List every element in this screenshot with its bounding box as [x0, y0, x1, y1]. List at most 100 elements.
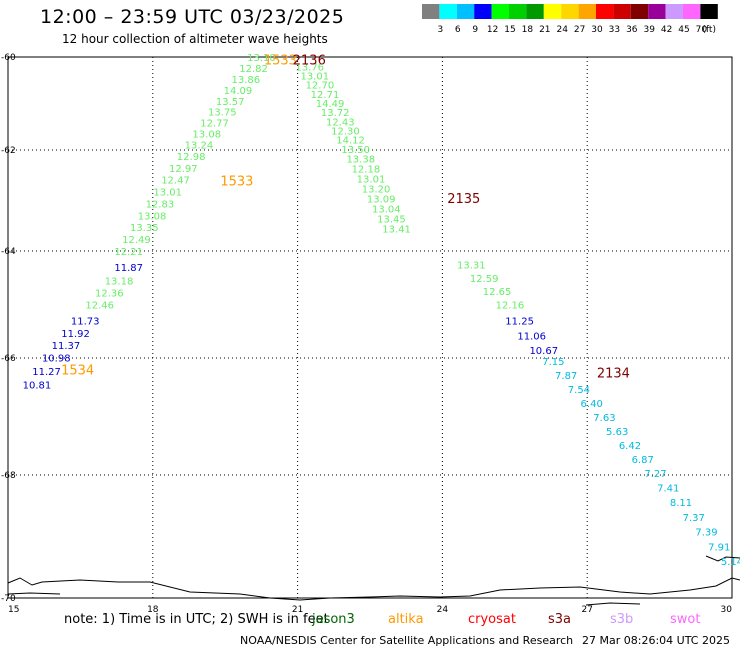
mission-jason3: jason3 — [312, 612, 355, 627]
swh-value: 12.83 — [146, 199, 175, 210]
x-tick-label: 21 — [292, 605, 303, 612]
legend-swatch — [474, 4, 492, 19]
legend-label: 39 — [643, 25, 655, 35]
swh-value: 8.11 — [670, 498, 692, 509]
swh-value: 14.09 — [224, 86, 253, 97]
swh-value: 13.01 — [153, 188, 182, 199]
swh-value: 7.87 — [555, 371, 577, 382]
coastline-path — [585, 602, 641, 606]
swh-value: 7.15 — [542, 357, 564, 368]
swh-value: 12.21 — [114, 247, 143, 258]
x-tick-label: 15 — [8, 605, 19, 612]
x-tick-label: 24 — [437, 605, 449, 612]
swh-value: 5.63 — [606, 427, 628, 438]
swh-value: 12.98 — [177, 152, 206, 163]
legend-swatch — [700, 4, 718, 19]
legend-label: 27 — [574, 25, 585, 35]
legend-label: 45 — [678, 25, 689, 35]
swh-value: 7.27 — [644, 469, 666, 480]
grid-lines — [7, 56, 733, 599]
legend-label: 21 — [539, 25, 550, 35]
swh-value: 12.59 — [470, 274, 499, 285]
wave-height-map: -60-62-64-66-68-70 15 18 21 24 27 30 13.1012.… — [1, 53, 740, 612]
swh-value: 11.37 — [52, 341, 81, 352]
page-subtitle: 12 hour collection of altimeter wave hei… — [62, 32, 328, 46]
swh-value: 11.27 — [32, 367, 61, 378]
swh-value: 10.98 — [42, 353, 71, 364]
legend-swatch — [422, 4, 440, 19]
pass-time-label: 1533 — [220, 174, 253, 189]
legend-swatch — [561, 4, 579, 19]
swh-value: 13.18 — [105, 276, 134, 287]
mission-cryosat: cryosat — [468, 612, 516, 627]
legend-swatch — [509, 4, 527, 19]
swh-value: 13.38 — [346, 155, 375, 166]
swh-value: 10.67 — [529, 346, 558, 357]
y-tick-label: -68 — [1, 471, 16, 481]
swh-value: 12.46 — [85, 301, 114, 312]
y-tick-label: -70 — [1, 594, 16, 604]
credit-line: NOAA/NESDIS Center for Satellite Applica… — [240, 634, 574, 647]
swh-value: 11.92 — [61, 329, 90, 340]
y-tick-label: -66 — [1, 354, 16, 364]
swh-value: 12.16 — [496, 301, 525, 312]
swh-value: 5.14 — [721, 557, 740, 568]
legend-swatch — [683, 4, 701, 19]
swh-value: 13.35 — [130, 223, 159, 234]
legend-label: 3 — [438, 25, 444, 35]
mission-s3b: s3b — [610, 612, 634, 627]
x-tick-label: 30 — [721, 605, 733, 612]
page-title: 12:00 – 23:59 UTC 03/23/2025 — [40, 6, 345, 28]
legend-label: 42 — [661, 25, 672, 35]
swh-value: 12.70 — [306, 81, 335, 92]
swh-value: 13.45 — [377, 214, 406, 225]
swh-value: 11.73 — [71, 317, 100, 328]
swh-value: 13.04 — [372, 204, 401, 215]
generation-timestamp: 27 Mar 08:26:04 UTC 2025 — [582, 634, 730, 647]
legend-swatch — [648, 4, 666, 19]
swh-value: 12.18 — [352, 165, 381, 176]
swh-value: 13.20 — [362, 184, 391, 195]
legend-swatch — [578, 4, 596, 19]
legend-swatch — [456, 4, 475, 19]
swh-value: 7.39 — [695, 528, 717, 539]
swh-value: 12.36 — [95, 288, 124, 299]
swh-value: 12.65 — [483, 287, 512, 298]
mission-altika: altika — [388, 612, 424, 627]
legend-label: 33 — [609, 25, 620, 35]
legend-swatch — [543, 4, 562, 19]
swh-value: 13.57 — [216, 97, 245, 108]
coastline-path — [7, 577, 740, 601]
swh-value: 13.09 — [367, 194, 396, 205]
swh-value: 11.25 — [505, 317, 534, 328]
y-tick-labels: -60 -62 -64 -66 -68 -70 — [1, 53, 16, 604]
y-tick-label: -60 — [1, 53, 16, 63]
pass-time-label: 1534 — [61, 364, 94, 379]
swh-value: 13.24 — [185, 141, 214, 152]
legend-label: 6 — [455, 25, 461, 35]
legend-swatch — [630, 4, 649, 19]
x-tick-label: 27 — [581, 605, 592, 612]
swh-value: 13.31 — [457, 260, 486, 271]
swh-value: 12.30 — [331, 126, 360, 137]
swh-value: 13.08 — [138, 211, 167, 222]
swh-value: 11.87 — [114, 263, 143, 274]
swh-value: 7.41 — [657, 484, 679, 495]
legend-swatch — [439, 4, 457, 19]
swh-value: 13.50 — [341, 145, 370, 156]
legend-label: 12 — [487, 25, 498, 35]
swh-value: 12.47 — [161, 176, 190, 187]
legend-label: 70 — [696, 25, 708, 35]
swh-value: 12.71 — [311, 90, 340, 101]
mission-swot: swot — [670, 612, 701, 627]
swh-value: 13.72 — [321, 108, 350, 119]
swh-value: 12.82 — [239, 64, 268, 75]
swh-value: 7.54 — [568, 385, 590, 396]
swh-value: 13.76 — [295, 62, 324, 73]
y-tick-label: -64 — [1, 247, 16, 257]
legend-swatch — [526, 4, 544, 19]
legend-label: 24 — [556, 25, 568, 35]
swh-value: 6.87 — [632, 455, 654, 466]
legend-label: 9 — [472, 25, 478, 35]
